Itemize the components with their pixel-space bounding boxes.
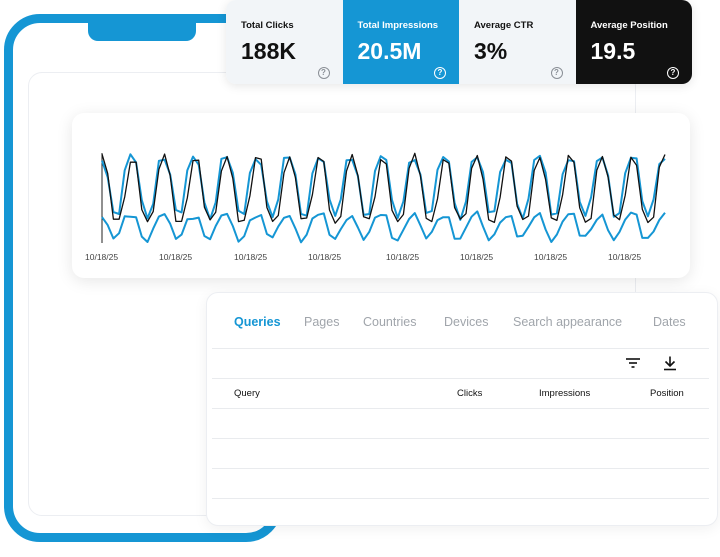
table-row [212, 468, 709, 469]
tab-queries[interactable]: Queries [234, 315, 281, 329]
tab-devices[interactable]: Devices [444, 315, 489, 329]
phone-notch [88, 14, 196, 41]
filter-icon[interactable] [625, 355, 641, 371]
metric-label: Total Impressions [357, 20, 439, 31]
tab-pages[interactable]: Pages [304, 315, 340, 329]
x-tick-label: 10/18/25 [85, 252, 118, 262]
column-header-clicks[interactable]: Clicks [457, 388, 483, 399]
metric-value: 3% [474, 38, 508, 64]
metrics-bar: Total Clicks 188K ? Total Impressions 20… [226, 0, 692, 84]
divider [212, 348, 709, 349]
metric-average-position[interactable]: Average Position 19.5 ? [575, 0, 692, 84]
table-row [212, 438, 709, 439]
position-line [101, 152, 666, 224]
x-tick-label: 10/18/25 [234, 252, 267, 262]
metric-total-clicks[interactable]: Total Clicks 188K ? [226, 0, 343, 84]
help-icon[interactable]: ? [317, 67, 330, 79]
metric-label: Average Position [590, 20, 668, 31]
metric-label: Total Clicks [241, 20, 294, 31]
x-tick-label: 10/18/25 [386, 252, 419, 262]
chart-plot: 10/18/25 10/18/25 10/18/25 10/18/25 10/18/25… [85, 152, 666, 262]
metric-total-impressions[interactable]: Total Impressions 20.5M ? [342, 0, 459, 84]
column-header-position[interactable]: Position [650, 388, 684, 399]
table-row [212, 498, 709, 499]
metric-value: 188K [241, 38, 296, 64]
metric-value: 20.5M [357, 38, 422, 64]
tab-countries[interactable]: Countries [363, 315, 417, 329]
performance-chart: 10/18/25 10/18/25 10/18/25 10/18/25 10/18/25… [72, 113, 690, 278]
divider [212, 378, 709, 379]
x-tick-label: 10/18/25 [308, 252, 341, 262]
clicks-line [101, 210, 666, 244]
table-row [212, 408, 709, 409]
help-icon[interactable]: ? [434, 67, 446, 79]
metric-value: 19.5 [590, 38, 636, 64]
metric-average-ctr[interactable]: Average CTR 3% ? [459, 0, 576, 84]
results-table-card: Queries Pages Countries Devices Search a… [206, 292, 718, 526]
tab-search-appearance[interactable]: Search appearance [513, 315, 623, 329]
x-tick-label: 10/18/25 [460, 252, 493, 262]
metric-label: Average CTR [474, 20, 534, 31]
help-icon[interactable]: ? [550, 67, 563, 79]
tab-bar: Queries Pages Countries Devices Search a… [207, 315, 717, 335]
help-icon[interactable]: ? [667, 67, 679, 79]
column-header-impressions[interactable]: Impressions [539, 388, 591, 399]
download-icon[interactable] [662, 355, 678, 371]
x-tick-label: 10/18/25 [608, 252, 641, 262]
tab-dates[interactable]: Dates [653, 315, 686, 329]
x-tick-label: 10/18/25 [534, 252, 567, 262]
x-tick-label: 10/18/25 [159, 252, 192, 262]
column-header-query[interactable]: Query [234, 388, 260, 399]
